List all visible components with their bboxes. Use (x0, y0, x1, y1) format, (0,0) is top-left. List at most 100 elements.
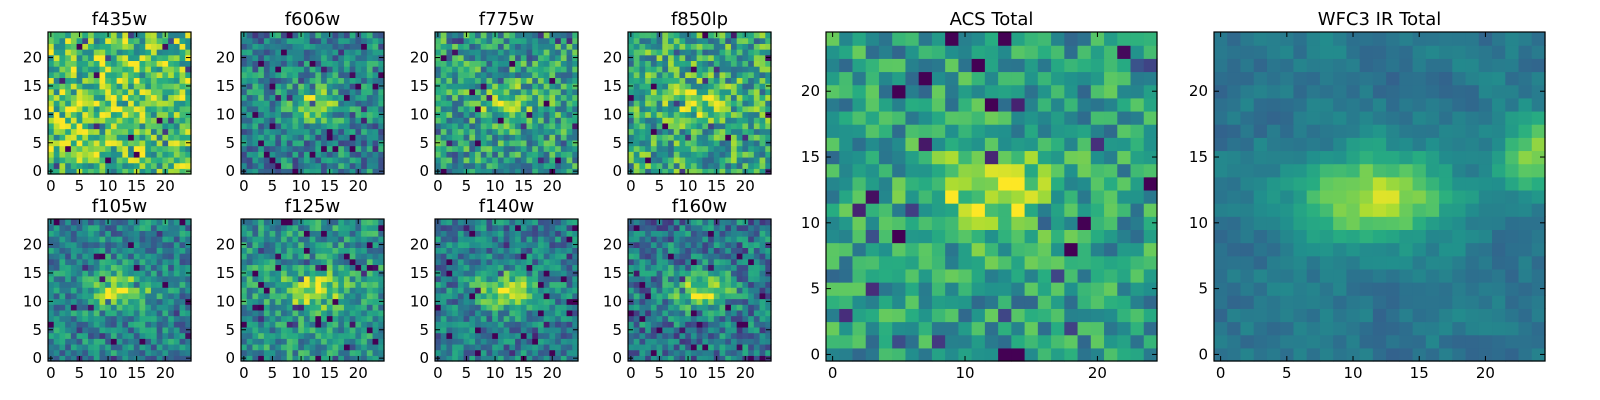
heatmap-cell (303, 321, 311, 328)
heatmap-cell (292, 264, 299, 271)
heatmap-cell (662, 338, 669, 345)
heatmap-cell (116, 219, 123, 226)
heatmap-cell (105, 117, 112, 124)
heatmap-cell (543, 338, 550, 345)
heatmap-cell (480, 49, 488, 56)
heatmap-cell (185, 230, 192, 237)
heatmap-cell (366, 230, 374, 237)
heatmap-cell (503, 66, 510, 73)
heatmap-cell (446, 162, 453, 169)
heatmap-cell (150, 349, 158, 356)
heatmap-cell (275, 326, 282, 334)
heatmap-cell (549, 139, 556, 147)
heatmap-cell (286, 139, 294, 147)
heatmap-cell (509, 111, 516, 118)
heatmap-cell (110, 241, 118, 248)
heatmap-cell (532, 230, 539, 237)
heatmap-cell (309, 49, 316, 56)
heatmap-cell (555, 270, 562, 277)
heatmap-cell (128, 315, 135, 322)
heatmap-cell (156, 122, 163, 130)
heatmap-cell (355, 94, 362, 101)
heatmap-cell (93, 298, 101, 305)
heatmap-cell (65, 32, 72, 39)
heatmap-cell (457, 349, 465, 356)
heatmap-cell (105, 270, 112, 277)
heatmap-cell (503, 253, 510, 260)
heatmap-cell (150, 343, 158, 351)
heatmap-cell (753, 105, 761, 113)
heatmap-cell (656, 105, 663, 113)
heatmap-cell (338, 77, 345, 84)
heatmap-cell (759, 298, 766, 305)
heatmap-cell (372, 156, 379, 164)
heatmap-cell (53, 315, 61, 322)
heatmap-cell (486, 247, 493, 254)
heatmap-cell (139, 343, 146, 351)
heatmap-cell (258, 60, 265, 67)
heatmap-cell (372, 258, 379, 266)
heatmap-cell (133, 100, 141, 107)
heatmap-cell (440, 43, 448, 50)
heatmap-cell (457, 241, 465, 248)
heatmap-cell (486, 332, 493, 339)
heatmap-cell (70, 343, 78, 351)
heatmap-cell (326, 247, 334, 254)
heatmap-cell (355, 236, 362, 243)
heatmap-cell (59, 83, 66, 90)
heatmap-cell (435, 94, 442, 101)
heatmap-cell (173, 264, 181, 271)
heatmap-cell (520, 281, 528, 288)
heatmap-cell (645, 122, 652, 130)
heatmap-cell (366, 247, 374, 254)
heatmap-cell (150, 253, 158, 260)
heatmap-cell (179, 117, 186, 124)
heatmap-cell (286, 224, 294, 231)
heatmap-cell (526, 326, 533, 334)
heatmap-cell (122, 247, 129, 254)
heatmap-cell (509, 315, 516, 322)
heatmap-cell (99, 253, 106, 260)
heatmap-cell (361, 275, 368, 283)
heatmap-cell (156, 355, 163, 362)
heatmap-cell (572, 309, 579, 317)
heatmap-cell (656, 275, 663, 283)
heatmap-cell (53, 326, 61, 334)
heatmap-cell (349, 219, 356, 226)
heatmap-cell (633, 43, 641, 50)
heatmap-cell (566, 60, 573, 67)
heatmap-cell (133, 83, 141, 90)
heatmap-cell (298, 292, 305, 300)
heatmap-cell (53, 230, 61, 237)
heatmap-cell (537, 332, 545, 339)
heatmap-cell (173, 338, 181, 345)
heatmap-cell (76, 304, 83, 311)
heatmap-cell (549, 100, 556, 107)
heatmap-cell (446, 309, 453, 317)
heatmap-cell (475, 326, 482, 334)
heatmap-cell (326, 264, 334, 271)
heatmap-cell (372, 264, 379, 271)
heatmap-cell (668, 71, 675, 79)
heatmap-cell (286, 83, 294, 90)
heatmap-cell (696, 281, 703, 288)
heatmap-cell (105, 145, 112, 152)
heatmap-cell (475, 281, 482, 288)
heatmap-cell (549, 298, 556, 305)
heatmap-cell (736, 111, 743, 118)
heatmap-cell (435, 117, 442, 124)
heatmap-cell (645, 88, 652, 96)
heatmap-cell (150, 332, 158, 339)
heatmap-cell (532, 298, 539, 305)
heatmap-cell (503, 292, 510, 300)
heatmap-cell (361, 253, 368, 260)
heatmap-cell (326, 236, 334, 243)
heatmap-cell (349, 287, 356, 294)
heatmap-cell (361, 292, 368, 300)
heatmap-cell (298, 321, 305, 328)
heatmap-cell (759, 43, 766, 50)
heatmap-cell (645, 117, 652, 124)
heatmap-cell (338, 321, 345, 328)
heatmap-cell (668, 156, 675, 164)
